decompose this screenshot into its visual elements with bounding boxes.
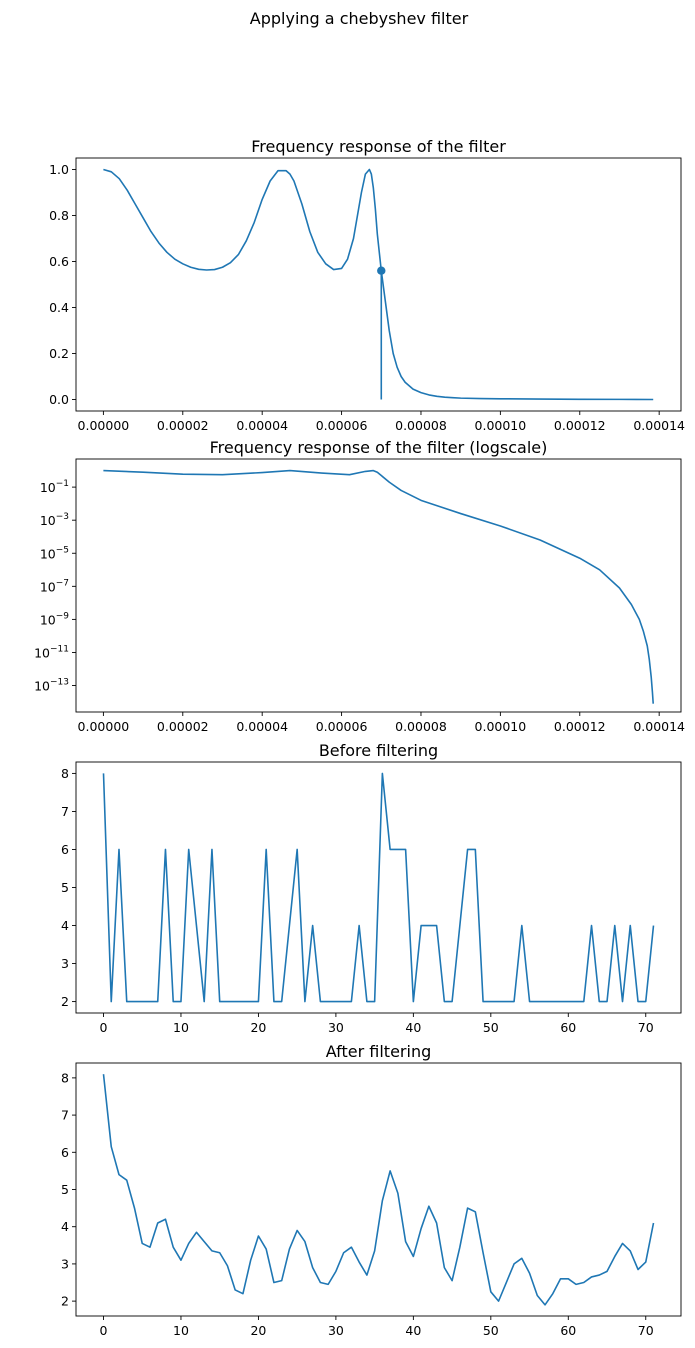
y-tick-label: 3: [61, 1256, 69, 1271]
x-tick-label: 0.00000: [78, 719, 130, 734]
y-tick-label: 3: [61, 956, 69, 971]
series-line: [103, 469, 655, 704]
x-tick-label: 0: [100, 1020, 108, 1035]
x-tick-label: 40: [405, 1323, 421, 1338]
x-tick-label: 0.00002: [157, 719, 209, 734]
y-tick-base: 10: [40, 480, 56, 495]
series-line: [102, 772, 655, 1003]
x-tick-label: 20: [250, 1020, 266, 1035]
x-tick-label: 10: [173, 1020, 189, 1035]
y-tick-base: 10: [34, 679, 50, 694]
y-tick-label: 10−9: [40, 611, 69, 627]
y-tick-label: 0.2: [49, 346, 69, 361]
axes-frame: [75, 157, 682, 412]
y-tick-base: 10: [40, 579, 56, 594]
x-tick-label: 0.00010: [475, 719, 527, 734]
y-tick-label: 4: [61, 1219, 69, 1234]
x-tick-label: 0.00000: [78, 418, 130, 433]
y-tick-base: 10: [40, 546, 56, 561]
y-tick-exponent: −1: [56, 479, 69, 489]
series-line: [102, 1074, 655, 1306]
y-tick-label: 6: [61, 1145, 69, 1160]
y-tick-exponent: −9: [56, 611, 70, 621]
y-tick-base: 10: [40, 513, 56, 528]
chart-title: After filtering: [326, 1042, 431, 1061]
x-tick-label: 30: [328, 1020, 344, 1035]
x-tick-label: 0.00012: [554, 418, 606, 433]
x-tick-label: 50: [483, 1323, 499, 1338]
chart-3: Before filtering 0 10 20 30 40 50 60 70 2 3 4 5 6 7 8: [61, 741, 682, 1035]
y-tick-base: 10: [40, 612, 56, 627]
y-tick-label: 0.6: [49, 254, 69, 269]
y-tick-label: 7: [61, 804, 69, 819]
y-tick-label: 0.4: [49, 300, 69, 315]
x-tick-label: 0: [100, 1323, 108, 1338]
x-tick-label: 0.00002: [157, 418, 209, 433]
y-tick-label: 0.8: [49, 208, 69, 223]
y-tick-label: 10−5: [40, 545, 69, 561]
y-tick-label: 5: [61, 1182, 69, 1197]
x-tick-label: 70: [638, 1323, 654, 1338]
chart-2: Frequency response of the filter (logsca…: [34, 438, 685, 734]
y-tick-label: 0.0: [49, 392, 69, 407]
y-tick-label: 5: [61, 880, 69, 895]
x-tick-label: 0.00014: [633, 418, 685, 433]
y-tick-label: 8: [61, 766, 69, 781]
x-tick-label: 0.00014: [633, 719, 685, 734]
chart-title: Frequency response of the filter (logsca…: [210, 438, 548, 457]
x-tick-label: 30: [328, 1323, 344, 1338]
y-tick-label: 7: [61, 1108, 69, 1123]
x-tick-label: 60: [560, 1020, 576, 1035]
chart-1: Frequency response of the filter 0.00000 0…: [49, 137, 685, 433]
x-tick-label: 20: [250, 1323, 266, 1338]
cutoff-marker: [377, 266, 386, 275]
y-tick-label: 2: [61, 1294, 69, 1309]
x-tick-label: 70: [638, 1020, 654, 1035]
chart-title: Frequency response of the filter: [251, 137, 506, 156]
y-tick-base: 10: [34, 645, 50, 660]
y-tick-label: 10−1: [40, 479, 69, 495]
series-line: [103, 168, 654, 401]
y-tick-exponent: −7: [56, 578, 69, 588]
figure-title: Applying a chebyshev filter: [250, 9, 469, 28]
x-tick-label: 0.00006: [316, 719, 368, 734]
y-tick-exponent: −13: [50, 678, 69, 688]
x-tick-label: 10: [173, 1323, 189, 1338]
x-tick-label: 0.00008: [395, 719, 447, 734]
y-tick-label: 10−11: [34, 644, 69, 660]
x-tick-label: 60: [560, 1323, 576, 1338]
x-tick-label: 0.00008: [395, 418, 447, 433]
x-tick-label: 40: [405, 1020, 421, 1035]
y-tick-label: 10−7: [40, 578, 69, 594]
plots-container: Frequency response of the filter 0.00000 0…: [34, 137, 685, 1338]
y-tick-exponent: −3: [56, 512, 69, 522]
chart-title: Before filtering: [319, 741, 438, 760]
y-tick-label: 10−13: [34, 678, 69, 694]
x-tick-label: 0.00012: [554, 719, 606, 734]
y-tick-label: 2: [61, 994, 69, 1009]
y-tick-exponent: −11: [50, 644, 69, 654]
axes-frame: [75, 458, 682, 713]
y-tick-exponent: −5: [56, 545, 69, 555]
chart-4: After filtering 0 10 20 30 40 50 60 70 2 3 4 5 6 7 8: [61, 1042, 682, 1338]
x-tick-label: 50: [483, 1020, 499, 1035]
x-tick-label: 0.00006: [316, 418, 368, 433]
y-tick-label: 8: [61, 1070, 69, 1085]
y-tick-label: 10−3: [40, 512, 69, 528]
y-tick-label: 4: [61, 918, 69, 933]
y-tick-label: 6: [61, 842, 69, 857]
y-tick-label: 1.0: [49, 162, 69, 177]
x-tick-label: 0.00004: [236, 719, 288, 734]
x-tick-label: 0.00004: [236, 418, 288, 433]
x-tick-label: 0.00010: [475, 418, 527, 433]
